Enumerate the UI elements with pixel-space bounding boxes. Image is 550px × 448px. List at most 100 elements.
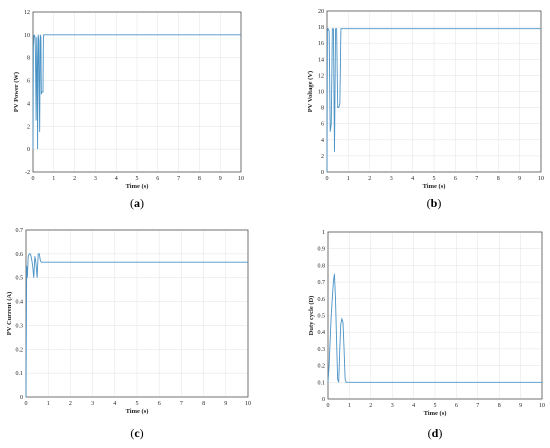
x-tick-label: 4: [411, 176, 414, 182]
x-tick-label: 4: [115, 176, 118, 182]
panel-caption: (a): [130, 196, 144, 210]
x-tick-label: 7: [476, 403, 479, 409]
x-axis-label: Time (s): [126, 408, 149, 415]
x-tick-label: 6: [158, 401, 161, 407]
x-tick-label: 10: [538, 176, 544, 182]
x-tick-label: 1: [348, 403, 351, 409]
x-tick-label: 9: [219, 176, 222, 182]
x-tick-label: 1: [47, 401, 50, 407]
y-tick-label: 0.5: [16, 276, 24, 282]
x-tick-label: 5: [136, 401, 139, 407]
y-tick-label: 0.8: [318, 263, 326, 269]
x-tick-label: 3: [390, 176, 393, 182]
x-tick-label: 10: [539, 403, 545, 409]
y-tick-label: 0.2: [16, 347, 24, 353]
y-tick-label: 12: [24, 10, 30, 16]
x-tick-label: 8: [497, 176, 500, 182]
x-tick-label: 0: [326, 176, 329, 182]
x-tick-label: 2: [368, 176, 371, 182]
y-tick-label: 0.6: [318, 297, 326, 303]
y-tick-label: 12: [318, 73, 324, 79]
y-tick-label: 2: [27, 124, 30, 130]
y-tick-label: 10: [318, 90, 324, 96]
x-tick-label: 7: [177, 176, 180, 182]
y-tick-label: 0.4: [318, 330, 326, 336]
y-tick-label: 10: [24, 33, 30, 39]
x-tick-label: 7: [180, 401, 183, 407]
series-line: [32, 34, 241, 150]
y-tick-label: 0.7: [318, 280, 326, 286]
y-tick-label: 0.7: [16, 228, 24, 234]
y-axis-label: PV Current (A): [6, 292, 13, 335]
y-tick-label: 0: [322, 397, 325, 403]
x-tick-label: 2: [369, 403, 372, 409]
y-tick-label: 0: [321, 170, 324, 176]
panel-caption: (b): [427, 196, 442, 210]
y-axis-label: Duty cycle (D): [308, 296, 315, 336]
x-axis-label: Time (s): [126, 183, 149, 190]
x-tick-label: 3: [94, 176, 97, 182]
x-tick-label: 8: [202, 401, 205, 407]
x-tick-label: 5: [136, 176, 139, 182]
x-tick-label: 4: [113, 401, 116, 407]
y-tick-label: 0.6: [16, 252, 24, 258]
y-tick-label: 20: [318, 9, 324, 15]
x-tick-label: 10: [245, 401, 251, 407]
y-axis-label: PV Voltage (V): [307, 71, 314, 112]
x-tick-label: 5: [433, 176, 436, 182]
x-tick-label: 8: [498, 403, 501, 409]
x-tick-label: 4: [412, 403, 415, 409]
series-line: [25, 253, 248, 398]
y-tick-label: 8: [27, 56, 30, 62]
x-tick-label: 8: [198, 176, 201, 182]
x-axis-label: Time (s): [423, 183, 446, 190]
x-tick-label: 9: [224, 401, 227, 407]
y-tick-label: 0.1: [318, 380, 326, 386]
y-tick-label: 4: [321, 138, 324, 144]
y-tick-label: 0.9: [318, 247, 326, 253]
y-tick-label: 0.2: [318, 364, 326, 370]
y-tick-label: 18: [318, 25, 324, 31]
x-tick-label: 6: [455, 403, 458, 409]
x-tick-label: 3: [91, 401, 94, 407]
y-tick-label: 1: [322, 230, 325, 236]
y-tick-label: 16: [318, 41, 324, 47]
x-tick-label: 1: [52, 176, 55, 182]
plot-border: [327, 231, 543, 400]
x-tick-label: 2: [69, 401, 72, 407]
x-tick-label: 2: [73, 176, 76, 182]
y-tick-label: 8: [321, 106, 324, 112]
panel-d: 0 0.1 0.2 0.3 0.4 0.5 0.6 0.7 0.8 0.9 10 1 2 3 4 5 6 7 8 9 1…: [308, 230, 545, 440]
x-tick-label: 10: [238, 176, 244, 182]
x-tick-label: 3: [391, 403, 394, 409]
x-tick-label: 6: [156, 176, 159, 182]
series-line: [326, 27, 541, 173]
x-tick-label: 5: [434, 403, 437, 409]
x-tick-label: 0: [25, 401, 28, 407]
y-tick-label: 0.1: [16, 371, 24, 377]
panel-c: 0 0.1 0.2 0.3 0.4 0.5 0.6 0.7 0 1 2 3 4 5 6 7 8 9 10 Time (…: [6, 228, 251, 440]
series-line: [327, 273, 542, 383]
y-tick-label: 0.4: [16, 300, 24, 306]
y-tick-label: 0: [20, 395, 23, 401]
panel-caption: (d): [428, 426, 443, 440]
y-tick-label: 2: [321, 154, 324, 160]
y-tick-label: 6: [321, 122, 324, 128]
x-tick-label: 1: [347, 176, 350, 182]
x-tick-label: 9: [519, 403, 522, 409]
y-tick-label: 0.3: [318, 347, 326, 353]
panel-caption: (c): [130, 426, 143, 440]
y-axis-label: PV Power (W): [13, 72, 20, 112]
y-tick-label: 14: [318, 57, 324, 63]
x-tick-label: 6: [454, 176, 457, 182]
y-tick-label: 0.5: [318, 314, 326, 320]
y-tick-label: -2: [25, 170, 30, 176]
y-tick-label: 4: [27, 101, 30, 107]
x-tick-label: 7: [475, 176, 478, 182]
x-axis-label: Time (s): [424, 410, 447, 417]
y-tick-label: 0: [27, 147, 30, 153]
y-tick-label: 0.3: [16, 323, 24, 329]
